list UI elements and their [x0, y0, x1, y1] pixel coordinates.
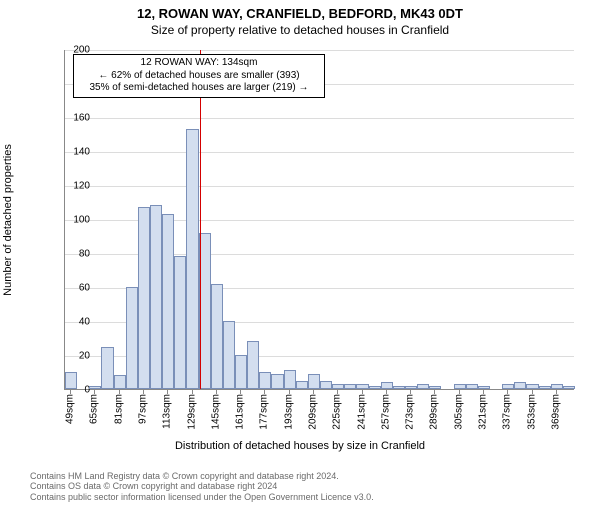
page-subtitle: Size of property relative to detached ho…	[0, 23, 600, 37]
x-tick-label: 129sqm	[186, 394, 197, 430]
histogram-bar	[308, 374, 320, 389]
histogram-bar	[150, 205, 162, 389]
histogram-bar	[223, 321, 235, 389]
histogram-bar	[174, 256, 186, 389]
y-tick-label: 140	[64, 147, 90, 158]
marker-line	[200, 50, 201, 389]
histogram-bar	[138, 207, 150, 389]
gridline	[65, 50, 574, 51]
footer-attribution: Contains HM Land Registry data © Crown c…	[0, 471, 600, 502]
histogram-bar	[526, 384, 538, 389]
histogram-bar	[405, 386, 417, 389]
histogram-bar	[563, 386, 575, 389]
histogram-bar	[429, 386, 441, 389]
histogram-bar	[320, 381, 332, 390]
y-tick-label: 40	[64, 317, 90, 328]
x-tick-label: 369sqm	[550, 394, 561, 430]
gridline	[65, 186, 574, 187]
histogram-bar	[551, 384, 563, 389]
x-tick-label: 209sqm	[307, 394, 318, 430]
x-tick-label: 273sqm	[405, 394, 416, 430]
gridline	[65, 118, 574, 119]
histogram-bar	[393, 386, 405, 389]
x-tick-label: 257sqm	[380, 394, 391, 430]
histogram-bar	[247, 341, 259, 389]
histogram-bar	[514, 382, 526, 389]
histogram-bar	[356, 384, 368, 389]
histogram-bar	[89, 386, 101, 389]
annotation-box: 12 ROWAN WAY: 134sqm← 62% of detached ho…	[73, 54, 325, 98]
x-tick-label: 289sqm	[429, 394, 440, 430]
histogram-bar	[369, 386, 381, 389]
histogram-bar	[259, 372, 271, 389]
x-tick-label: 49sqm	[65, 394, 76, 424]
histogram-bar	[332, 384, 344, 389]
histogram-bar	[162, 214, 174, 389]
page-title: 12, ROWAN WAY, CRANFIELD, BEDFORD, MK43 …	[0, 6, 600, 21]
annotation-line: ← 62% of detached houses are smaller (39…	[80, 70, 318, 83]
x-tick-label: 321sqm	[477, 394, 488, 430]
x-tick-label: 337sqm	[502, 394, 513, 430]
x-tick-label: 353sqm	[526, 394, 537, 430]
histogram-bar	[186, 129, 198, 389]
histogram-bar	[271, 374, 283, 389]
histogram-bar	[417, 384, 429, 389]
x-tick-label: 97sqm	[137, 394, 148, 424]
x-tick-label: 65sqm	[89, 394, 100, 424]
x-tick-label: 81sqm	[113, 394, 124, 424]
x-tick-label: 113sqm	[162, 394, 173, 429]
histogram-bar	[235, 355, 247, 389]
histogram-bar	[284, 370, 296, 389]
footer-line: Contains HM Land Registry data © Crown c…	[30, 471, 600, 481]
histogram-bar	[211, 284, 223, 389]
y-tick-label: 20	[64, 351, 90, 362]
histogram-bar	[381, 382, 393, 389]
y-tick-label: 60	[64, 283, 90, 294]
y-tick-label: 160	[64, 113, 90, 124]
histogram-bar	[478, 386, 490, 389]
histogram-bar	[126, 287, 138, 389]
histogram-bar	[114, 375, 126, 389]
gridline	[65, 152, 574, 153]
y-tick-label: 120	[64, 181, 90, 192]
x-tick-label: 225sqm	[332, 394, 343, 430]
x-tick-label: 161sqm	[235, 394, 246, 430]
histogram-bar	[101, 347, 113, 390]
y-axis-label: Number of detached properties	[2, 144, 14, 296]
histogram-bar	[502, 384, 514, 389]
x-tick-label: 177sqm	[259, 394, 270, 430]
annotation-line: 35% of semi-detached houses are larger (…	[80, 82, 318, 95]
x-tick-label: 241sqm	[356, 394, 367, 430]
footer-line: Contains public sector information licen…	[30, 492, 600, 502]
histogram-bar	[454, 384, 466, 389]
histogram-bar	[344, 384, 356, 389]
y-tick-label: 80	[64, 249, 90, 260]
x-tick-label: 305sqm	[453, 394, 464, 430]
x-tick-label: 193sqm	[283, 394, 294, 430]
x-tick-label: 145sqm	[210, 394, 221, 430]
annotation-line: 12 ROWAN WAY: 134sqm	[80, 57, 318, 70]
chart-area: 02040608010012014016018020012 ROWAN WAY:…	[34, 50, 582, 436]
histogram-bar	[466, 384, 478, 389]
histogram-bar	[65, 372, 77, 389]
histogram-bar	[296, 381, 308, 390]
plot-area: 02040608010012014016018020012 ROWAN WAY:…	[64, 50, 574, 390]
histogram-bar	[539, 386, 551, 389]
x-axis-label: Distribution of detached houses by size …	[0, 440, 600, 452]
footer-line: Contains OS data © Crown copyright and d…	[30, 481, 600, 491]
y-tick-label: 100	[64, 215, 90, 226]
